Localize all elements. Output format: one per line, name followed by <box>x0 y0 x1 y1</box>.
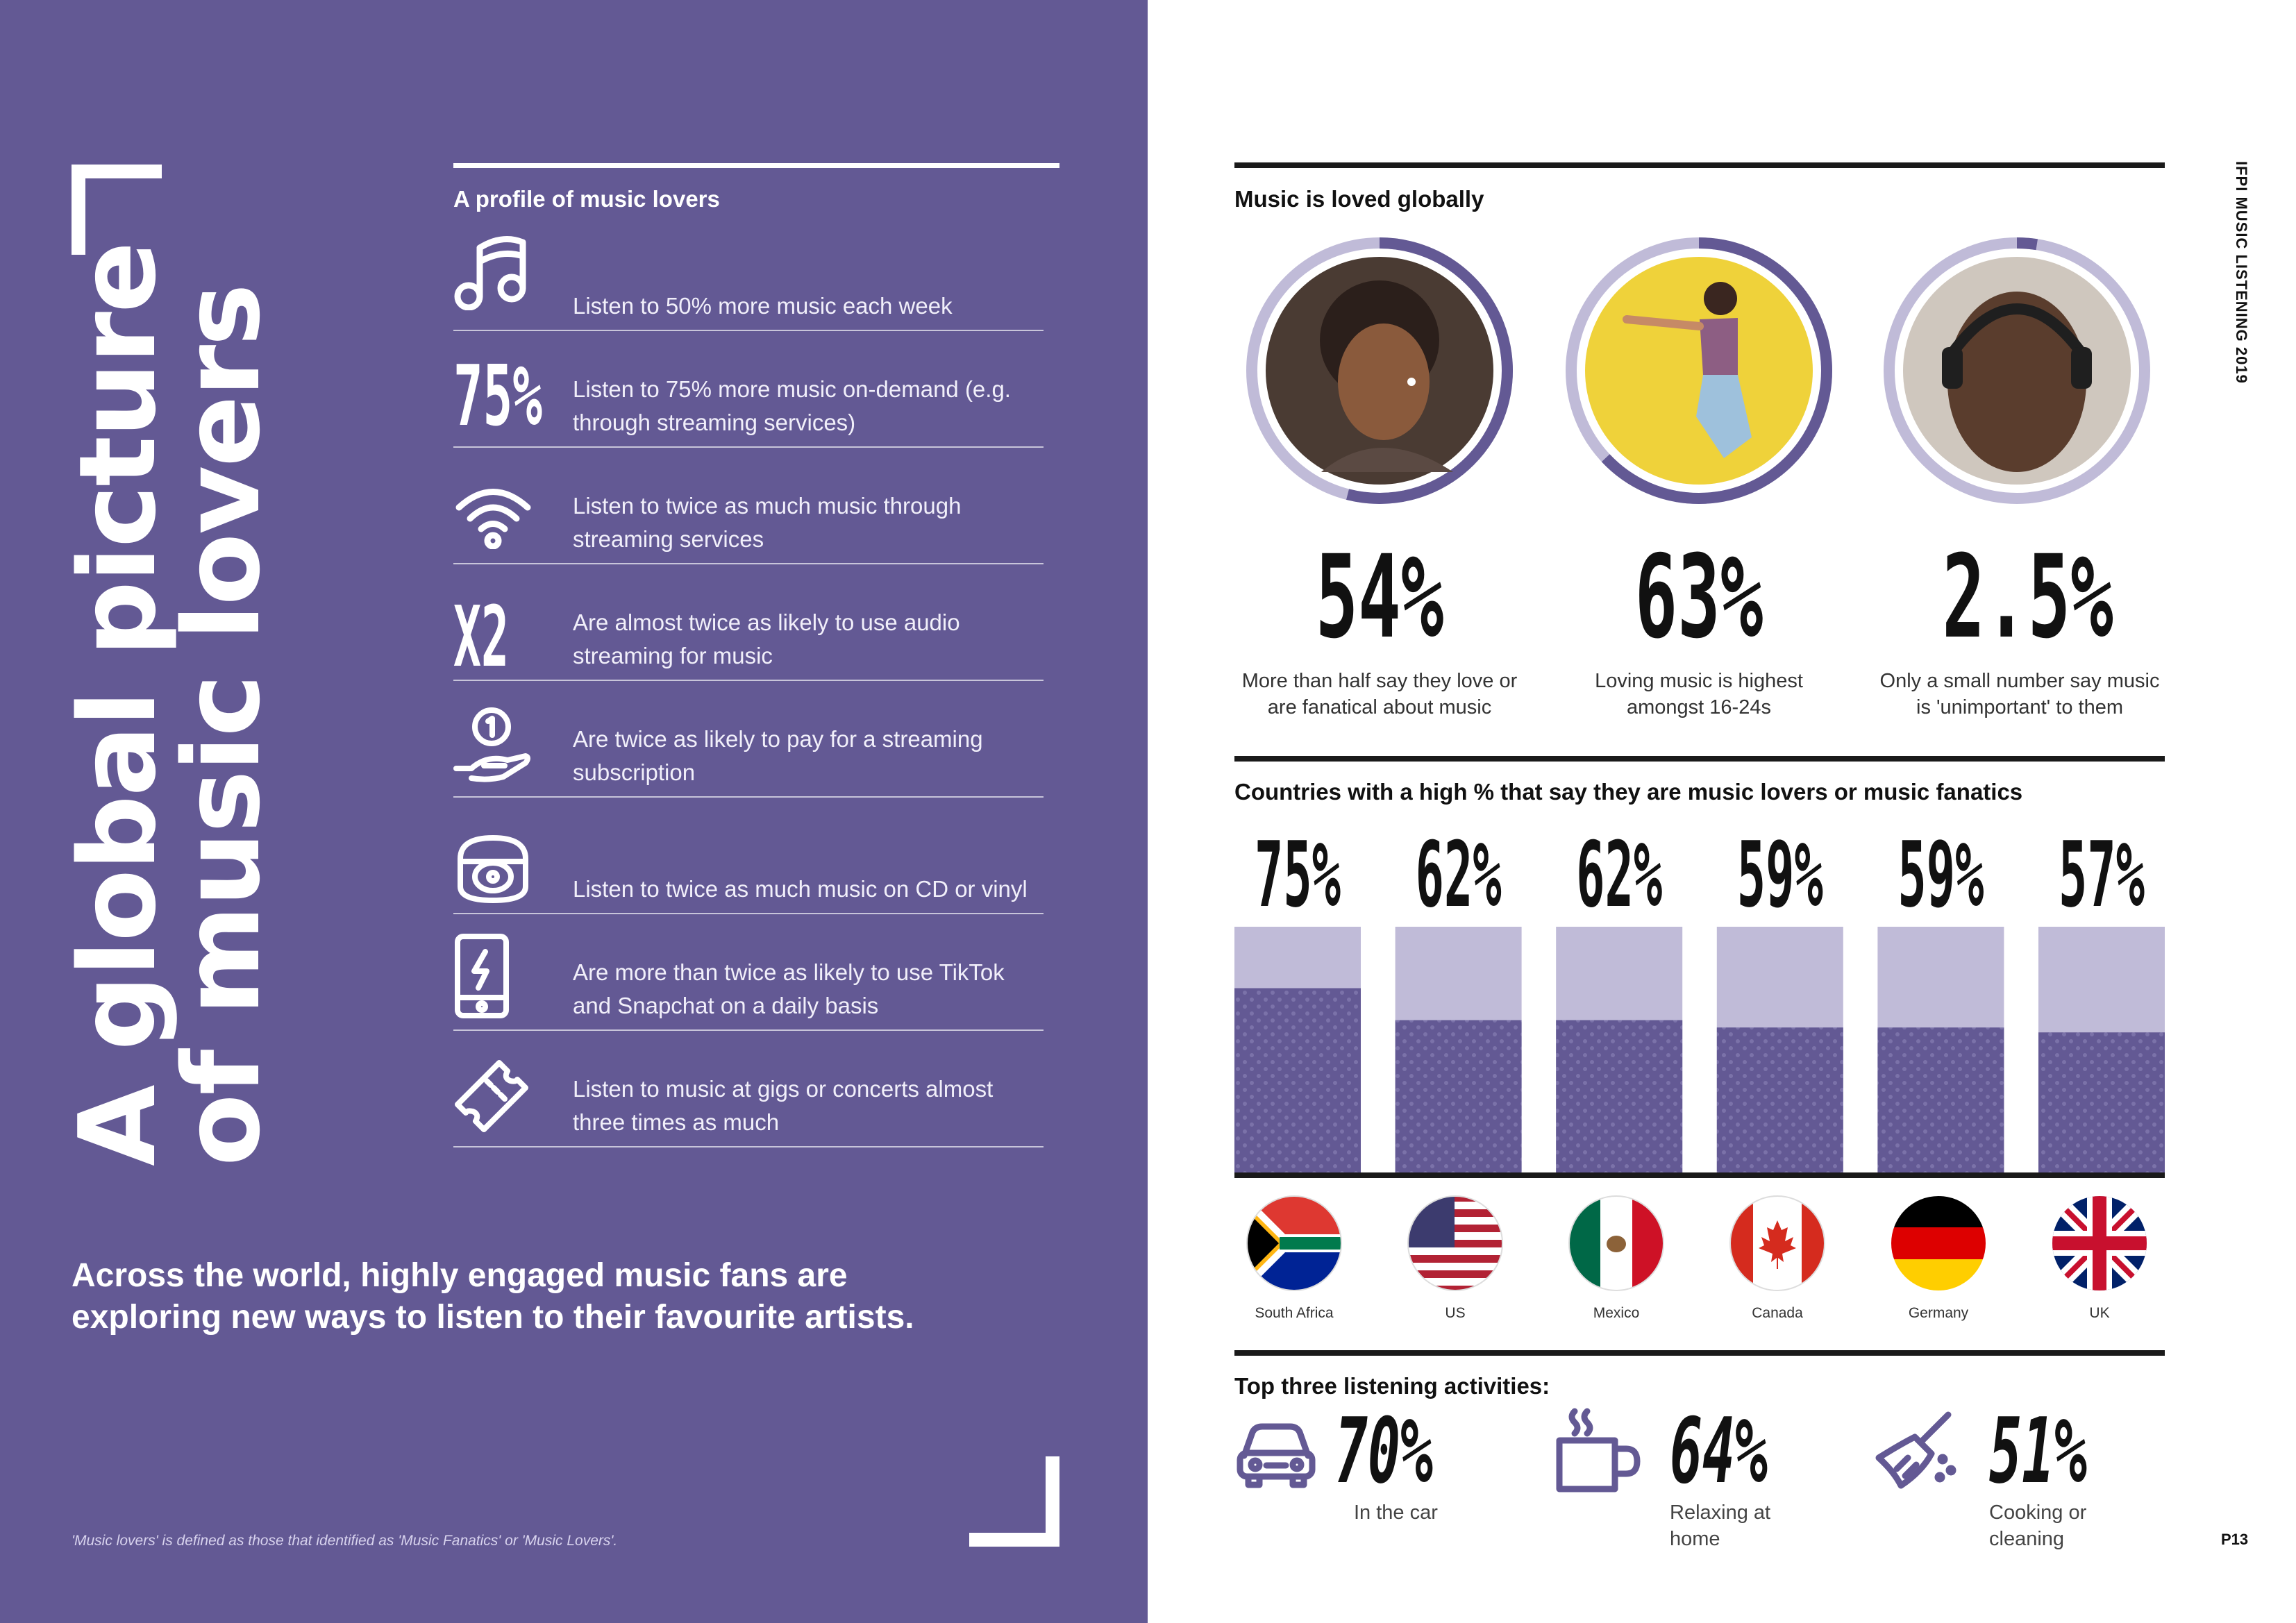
country-bar <box>1877 1027 2004 1172</box>
profile-item: X2 Are almost twice as likely to use aud… <box>453 563 1044 686</box>
country-bar-chart: 75% 62% 62% 59% 59% 57% <box>1234 822 2165 1178</box>
x2-icon: X2 <box>453 589 533 686</box>
75-percent-icon: 75% <box>453 348 542 445</box>
us-flag <box>1406 1194 1505 1293</box>
profile-item-text: Are more than twice as likely to use Tik… <box>573 959 1005 1018</box>
wifi-icon <box>453 480 533 563</box>
ring-svg <box>1246 237 1513 504</box>
section-rule <box>1234 756 2165 762</box>
profile-item-text: Are almost twice as likely to use audio … <box>573 609 960 668</box>
profile-item-text: Listen to 75% more music on-demand (e.g.… <box>573 376 1011 435</box>
photo-ring-3 <box>1882 236 2152 505</box>
music-note-icon <box>453 227 533 311</box>
profile-item-text: Listen to music at gigs or concerts almo… <box>573 1076 994 1135</box>
photo-ring-1 <box>1245 236 1514 505</box>
activity-label: In the car <box>1354 1499 1438 1526</box>
page-number: P13 <box>2221 1531 2249 1548</box>
country-value-label: 57% <box>2059 822 2145 927</box>
country-name: South Africa <box>1255 1305 1334 1321</box>
profile-item: Are more than twice as likely to use Tik… <box>453 913 1044 1031</box>
activity-value: 51% <box>1989 1398 2087 1504</box>
x2-icon-text: X2 <box>453 591 509 674</box>
country-bar <box>1234 988 1361 1172</box>
profile-item: 75% Listen to 75% more music on-demand (… <box>453 330 1044 448</box>
profile-top-rule <box>453 163 1059 168</box>
ring-svg <box>1884 237 2150 504</box>
country-name: UK <box>2089 1305 2110 1321</box>
page-title-line-1: A global picture <box>56 242 179 1166</box>
activities-title: Top three listening activities: <box>1234 1373 1550 1399</box>
country-name: Mexico <box>1593 1305 1640 1321</box>
mexico-flag <box>1567 1194 1666 1293</box>
broom-icon <box>1873 1409 1963 1499</box>
side-label: IFPI MUSIC LISTENING 2019 <box>2233 161 2250 384</box>
countries-title: Countries with a high % that say they ar… <box>1234 779 2023 805</box>
footnote: 'Music lovers' is defined as those that … <box>72 1533 618 1549</box>
canada-flag <box>1728 1194 1827 1293</box>
profile-item: Are twice as likely to pay for a streami… <box>453 680 1044 798</box>
page-title-line-2: of music lovers <box>160 285 283 1166</box>
country-value-label: 75% <box>1255 822 1341 927</box>
coffee-cup-icon <box>1554 1406 1644 1496</box>
ring-svg <box>1566 237 1832 504</box>
profile-item-text: Listen to twice as much music through st… <box>573 493 962 552</box>
stat-caption: More than half say they love or are fana… <box>1241 670 1518 718</box>
baseline <box>1234 1172 2165 1178</box>
page-title: A global picture of music lovers <box>56 242 283 1166</box>
country-value-label: 59% <box>1897 822 1984 927</box>
country-value-label: 59% <box>1737 822 1823 927</box>
country-value-label: 62% <box>1576 822 1662 927</box>
profile-item-text: Listen to twice as much music on CD or v… <box>573 876 1028 902</box>
profile-item: Listen to 50% more music each week <box>453 213 1044 331</box>
75-percent-icon-text: 75% <box>453 352 542 435</box>
hand-coin-icon <box>453 705 533 788</box>
germany-flag <box>1889 1194 1988 1293</box>
profile-title: A profile of music lovers <box>453 186 720 212</box>
country-bar <box>1716 1027 1843 1172</box>
activity-value: 70% <box>1335 1398 1433 1504</box>
cd-vinyl-player-icon <box>453 831 533 914</box>
activity-label-line: Cooking or <box>1989 1502 2087 1524</box>
corner-bracket-top-left <box>72 165 162 255</box>
phone-lightning-icon <box>453 932 533 1018</box>
activity-value: 64% <box>1670 1398 1768 1504</box>
profile-item: Listen to twice as much music on CD or v… <box>453 796 1044 914</box>
uk-flag <box>2050 1194 2149 1293</box>
activity-label-line: Relaxing at <box>1670 1502 1771 1524</box>
section-rule <box>1234 1350 2165 1356</box>
stat-caption: Loving music is highest amongst 16-24s <box>1595 670 1803 718</box>
stat-value: 2.5% <box>1942 530 2113 664</box>
stat-value: 54% <box>1315 530 1444 664</box>
activity-label: Cooking or cleaning <box>1989 1499 2086 1552</box>
country-name: Canada <box>1752 1305 1803 1321</box>
profile-item: Listen to music at gigs or concerts almo… <box>453 1029 1044 1147</box>
side-label-text: IFPI MUSIC LISTENING 2019 <box>2233 161 2250 384</box>
left-page: A global picture of music lovers A profi… <box>0 0 1148 1623</box>
corner-bracket-bottom-right <box>969 1456 1059 1547</box>
ticket-icon <box>453 1054 533 1138</box>
photo-ring-2 <box>1564 236 1834 505</box>
stat-caption: Only a small number say music is 'unimpo… <box>1879 670 2160 718</box>
country-bar <box>2038 1032 2165 1172</box>
profile-item: Listen to twice as much music through st… <box>453 446 1044 564</box>
profile-item-text: Listen to 50% more music each week <box>573 293 953 319</box>
activity-label-line: In the car <box>1354 1502 1438 1524</box>
activity-label-line: cleaning <box>1989 1528 2065 1550</box>
activity-label: Relaxing at home <box>1670 1499 1770 1552</box>
activity-label-line: home <box>1670 1528 1720 1550</box>
section-rule <box>1234 162 2165 168</box>
loved-title: Music is loved globally <box>1234 186 1484 212</box>
stat-value: 63% <box>1634 530 1763 664</box>
summary-text: Across the world, highly engaged music f… <box>72 1257 914 1336</box>
country-name: Germany <box>1908 1305 1969 1321</box>
car-icon <box>1234 1413 1318 1496</box>
profile-item-text: Are twice as likely to pay for a streami… <box>573 726 983 785</box>
country-name: US <box>1445 1305 1466 1321</box>
country-value-label: 62% <box>1416 822 1502 927</box>
south-africa-flag <box>1245 1194 1343 1293</box>
country-bar <box>1556 1020 1683 1172</box>
country-bar <box>1395 1020 1522 1172</box>
right-page: IFPI MUSIC LISTENING 2019 P13 Music is l… <box>1148 0 2296 1623</box>
